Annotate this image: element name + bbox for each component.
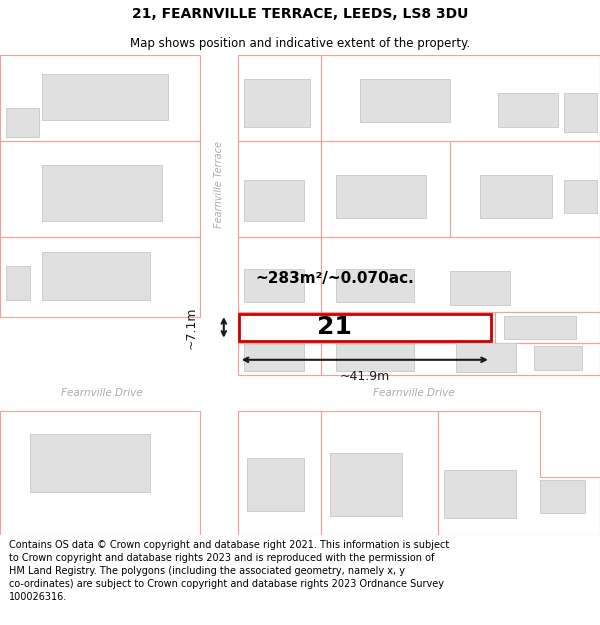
- Bar: [534, 346, 582, 369]
- Bar: [6, 266, 30, 300]
- Text: Contains OS data © Crown copyright and database right 2021. This information is : Contains OS data © Crown copyright and d…: [9, 539, 449, 602]
- Bar: [244, 269, 304, 302]
- Bar: [30, 434, 150, 492]
- Text: Fearnville Terrace: Fearnville Terrace: [214, 141, 224, 228]
- Bar: [42, 166, 162, 221]
- Bar: [244, 344, 304, 371]
- Text: ~41.9m: ~41.9m: [340, 370, 390, 383]
- Bar: [504, 316, 576, 339]
- Text: ~7.1m: ~7.1m: [184, 306, 197, 349]
- Bar: [244, 180, 304, 221]
- Text: 21, FEARNVILLE TERRACE, LEEDS, LS8 3DU: 21, FEARNVILLE TERRACE, LEEDS, LS8 3DU: [132, 7, 468, 21]
- Bar: [42, 74, 168, 120]
- Bar: [564, 93, 597, 132]
- Bar: [247, 458, 304, 511]
- Bar: [480, 175, 552, 218]
- Text: Fearnville Drive: Fearnville Drive: [373, 388, 455, 398]
- Bar: [239, 314, 491, 341]
- Text: 21: 21: [317, 316, 352, 339]
- Text: ~283m²/~0.070ac.: ~283m²/~0.070ac.: [255, 271, 414, 286]
- Text: Map shows position and indicative extent of the property.: Map shows position and indicative extent…: [130, 38, 470, 51]
- Bar: [330, 453, 402, 516]
- Text: Fearnville Drive: Fearnville Drive: [61, 388, 143, 398]
- Bar: [336, 344, 414, 371]
- Bar: [336, 175, 426, 218]
- Bar: [336, 269, 414, 302]
- Bar: [498, 93, 558, 127]
- Bar: [456, 342, 516, 371]
- Bar: [42, 252, 150, 300]
- Bar: [6, 107, 39, 137]
- Bar: [444, 470, 516, 518]
- Bar: [540, 480, 585, 513]
- Bar: [360, 79, 450, 122]
- Bar: [244, 79, 310, 127]
- Bar: [564, 180, 597, 213]
- Bar: [450, 271, 510, 304]
